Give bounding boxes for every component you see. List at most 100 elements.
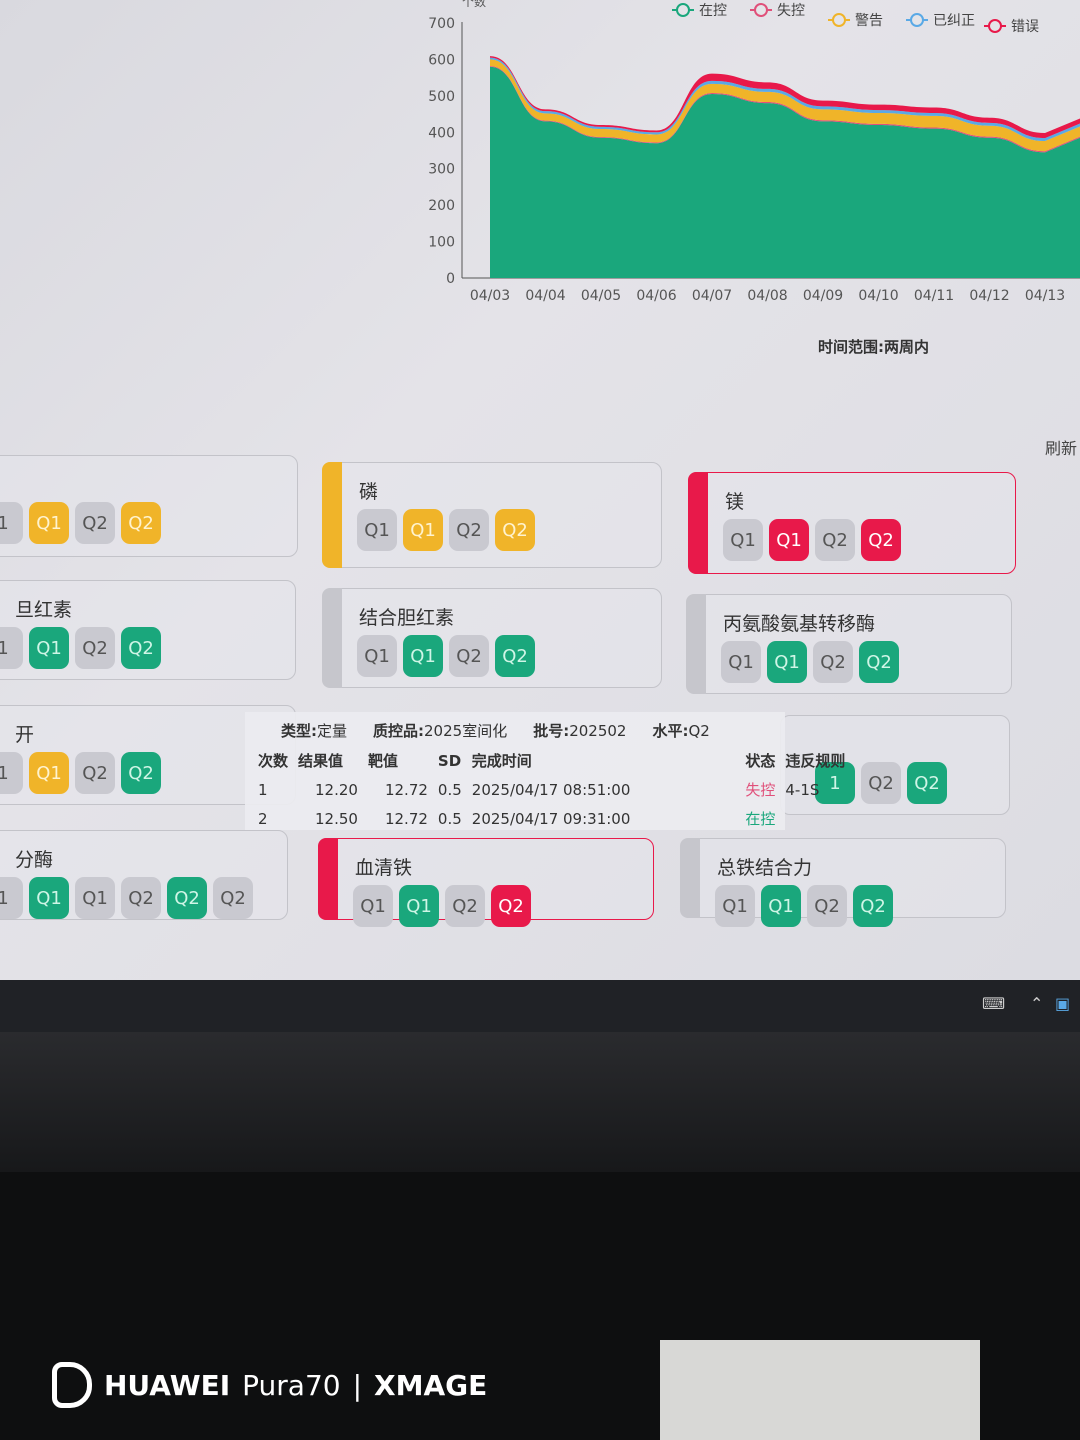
level-chip[interactable]: 1 [0,502,23,544]
card-title: 结合胆红素 [359,607,455,629]
qc-detail-tooltip: 类型:定量 质控品:2025室间化 批号:202502 水平:Q2 次数 结果值 靶… [245,712,845,830]
level-chip[interactable]: Q1 [29,502,69,544]
tooltip-level: 水平:Q2 [652,722,710,740]
level-chip[interactable]: Q1 [29,877,69,919]
y-tick-label: 100 [428,235,455,251]
network-icon[interactable]: ▣ [1055,994,1071,1013]
legend-item[interactable]: 失控 [750,3,805,19]
level-chip[interactable]: Q2 [121,627,161,669]
level-chip[interactable]: Q1 [75,877,115,919]
chart-subtitle: 时间范围:两周内 [818,338,929,356]
y-tick-label: 200 [428,198,455,214]
qc-status-chart: 0 100 200 300 400 500 600 700 04/03 04/04 04/05 04/… [428,0,1080,304]
level-chip[interactable]: Q1 [769,519,809,561]
play-logo-icon [52,1362,92,1408]
column-header: 结果值 [298,752,344,770]
qc-item-card[interactable]: 1 Q2 Q2 [780,715,1010,815]
level-chip[interactable]: 1 [0,752,23,794]
level-chip[interactable]: Q2 [861,762,901,804]
column-header: 次数 [258,752,289,770]
level-chip[interactable]: 1 [0,627,23,669]
keyboard-icon[interactable]: ⌨ [982,994,1006,1013]
level-chip[interactable]: Q1 [357,509,397,551]
refresh-button[interactable]: 刷新 [1045,439,1078,458]
level-chip[interactable]: 1 [0,877,23,919]
level-chip[interactable]: Q2 [907,762,947,804]
qc-item-card[interactable]: 结合胆红素 Q1 Q1 Q2 Q2 [322,588,662,688]
level-chip[interactable]: Q2 [449,509,489,551]
level-chip[interactable]: Q2 [121,502,161,544]
svg-text:在控: 在控 [699,3,727,19]
tooltip-table: 次数 结果值 靶值 SD 完成时间 状态 违反规则 1 12.20 12.72 0.5 2025/0… [253,746,850,833]
level-chip[interactable]: Q1 [767,641,807,683]
x-tick-label: 04/03 [470,288,510,304]
legend-circle-icon [832,13,846,27]
level-chip[interactable]: Q2 [75,627,115,669]
level-chip[interactable]: Q2 [853,885,893,927]
column-header: 违反规则 [785,752,846,770]
legend-circle-icon [988,19,1002,33]
level-chip[interactable]: Q2 [861,519,901,561]
qc-item-card[interactable]: 总铁结合力 Q1 Q1 Q2 Q2 [680,838,1006,927]
qc-item-card[interactable]: 丙氨酸氨基转移酶 Q1 Q1 Q2 Q2 [686,594,1012,694]
level-chip[interactable]: Q2 [807,885,847,927]
cell-result: 12.50 [315,809,358,828]
level-chip[interactable]: Q1 [29,752,69,794]
level-chip[interactable]: Q1 [761,885,801,927]
level-chip[interactable]: Q2 [445,885,485,927]
cell-result: 12.20 [315,780,358,799]
area-series-0 [490,66,1080,278]
svg-text:警告: 警告 [855,13,883,29]
level-chip[interactable]: Q2 [495,509,535,551]
qc-item-card[interactable]: 1 Q1 Q2 Q2 [0,455,298,557]
level-chip[interactable]: Q2 [491,885,531,927]
legend-item[interactable]: 错误 [984,19,1039,35]
qc-item-card[interactable]: 镁 Q1 Q1 Q2 Q2 [688,472,1016,574]
level-chip[interactable]: Q1 [399,885,439,927]
qc-item-card[interactable]: 磷 Q1 Q1 Q2 Q2 [322,462,662,568]
level-chip[interactable]: Q2 [75,752,115,794]
level-chip[interactable]: Q1 [353,885,393,927]
legend-circle-icon [910,13,924,27]
cell-rule: 4-1S [785,780,820,799]
level-chip[interactable]: Q1 [721,641,761,683]
level-chip[interactable]: Q1 [403,509,443,551]
level-chip[interactable]: Q1 [715,885,755,927]
level-chip[interactable]: Q2 [213,877,253,919]
card-title: 开 [15,724,35,746]
legend-circle-icon [676,3,690,17]
level-chip[interactable]: Q2 [121,752,161,794]
level-chip[interactable]: Q2 [75,502,115,544]
level-chip[interactable]: Q2 [859,641,899,683]
legend-item[interactable]: 警告 [828,13,883,29]
card-title: 血清铁 [355,857,413,879]
area-series-4 [490,56,1080,139]
table-row: 2 12.50 12.72 0.5 2025/04/17 09:31:00 在控 [253,804,850,833]
tooltip-lot: 批号:202502 [533,722,627,740]
y-tick-label: 400 [428,125,455,141]
level-chip[interactable]: Q1 [29,627,69,669]
x-tick-label: 04/09 [803,288,843,304]
qc-item-card[interactable]: 分酶 1 Q1 Q1 Q2 Q2 Q2 [0,830,288,920]
legend-item[interactable]: 已纠正 [906,13,975,29]
x-tick-label: 04/07 [692,288,732,304]
taskbar: ⌨ ⌃ ▣ [0,980,1080,1032]
level-chip[interactable]: Q2 [121,877,161,919]
level-chip[interactable]: 1 [815,762,855,804]
qc-item-card[interactable]: 旦红素 1 Q1 Q2 Q2 [0,580,296,680]
level-chip[interactable]: Q1 [403,635,443,677]
table-row: 1 12.20 12.72 0.5 2025/04/17 08:51:00 失控 4-1S [253,775,850,804]
card-title: 旦红素 [15,599,73,621]
level-chip[interactable]: Q2 [167,877,207,919]
chevron-up-icon[interactable]: ⌃ [1030,994,1044,1013]
level-chip[interactable]: Q2 [449,635,489,677]
legend-item[interactable]: 在控 [672,3,727,19]
qc-item-card[interactable]: 血清铁 Q1 Q1 Q2 Q2 [318,838,654,927]
level-chip[interactable]: Q1 [723,519,763,561]
status-accent-bar [318,838,338,920]
level-chip[interactable]: Q2 [813,641,853,683]
cell-time: 2025/04/17 08:51:00 [471,780,631,799]
level-chip[interactable]: Q2 [495,635,535,677]
level-chip[interactable]: Q2 [815,519,855,561]
level-chip[interactable]: Q1 [357,635,397,677]
